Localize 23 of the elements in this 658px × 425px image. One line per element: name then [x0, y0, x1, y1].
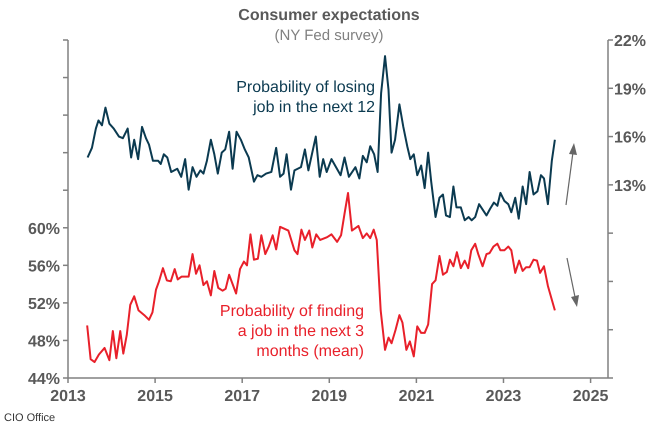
y2-tick-label: 16%: [614, 130, 646, 147]
x-tick-label: 2025: [572, 388, 608, 405]
y-tick-label: 44%: [28, 371, 60, 388]
y-tick-label: 52%: [28, 296, 60, 313]
x-tick-label: 2013: [50, 388, 86, 405]
y-tick-label: 56%: [28, 258, 60, 276]
x-tick-label: 2023: [486, 388, 522, 405]
x-tick-label: 2015: [137, 388, 173, 405]
line-series: [86, 55, 556, 222]
series-label: Probability of losing job in the next 12: [236, 79, 376, 116]
chart-subtitle: (NY Fed survey): [274, 27, 384, 44]
y2-tick-label: 13%: [614, 178, 646, 195]
text: CIO Office: [4, 412, 56, 424]
y-tick-label: 48%: [28, 333, 60, 350]
y2-tick-label: 22%: [614, 33, 646, 50]
x-tick-label: 2019: [311, 388, 348, 405]
chart-title: Consumer expectations: [238, 7, 420, 24]
line-series: [86, 192, 556, 364]
x-tick-label: 2017: [224, 388, 260, 405]
y-tick-label: 60%: [28, 220, 60, 238]
series-label: Probability of finding a job in the next 3 months (mean): [220, 303, 364, 360]
x-tick-label: 2021: [398, 388, 434, 405]
y2-tick-label: 19%: [614, 81, 646, 98]
